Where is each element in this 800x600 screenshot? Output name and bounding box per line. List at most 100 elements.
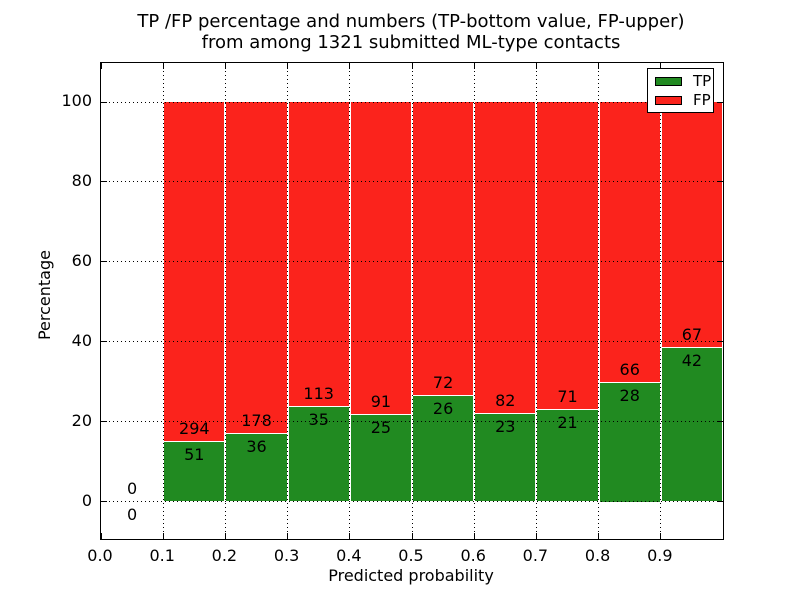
x-tick-mark [162, 63, 164, 69]
x-tick-label: 0.5 [398, 546, 424, 565]
legend: TP FP [647, 68, 714, 113]
x-tick-label: 0.8 [584, 546, 611, 565]
legend-row-tp: TP [655, 74, 711, 89]
gridline-vertical [349, 63, 351, 539]
tp-bar-segment [163, 442, 226, 502]
x-tick-mark [473, 533, 475, 539]
gridline-vertical [473, 63, 475, 539]
fp-bar-segment [598, 102, 661, 383]
tp-bar-segment [349, 415, 412, 502]
gridline-vertical [287, 63, 289, 539]
tp-bar-segment [536, 410, 599, 502]
fp-count-label: 66 [619, 359, 640, 379]
tp-count-label: 35 [308, 410, 329, 430]
x-tick-mark [162, 533, 164, 539]
x-tick-label: 0.2 [211, 546, 238, 565]
x-tick-mark [598, 63, 600, 69]
chart-title-line-1: TP /FP percentage and numbers (TP-bottom… [137, 11, 685, 32]
gridline-vertical [660, 63, 662, 539]
x-tick-mark [535, 533, 537, 539]
legend-swatch-tp [655, 77, 682, 86]
fp-count-label: 91 [370, 392, 392, 412]
y-tick-mark [101, 261, 107, 263]
x-tick-mark [411, 533, 413, 539]
fp-bar-segment [660, 102, 723, 348]
y-tick-mark [101, 181, 107, 183]
tp-bar-segment [660, 347, 723, 502]
fp-count-label: 0 [127, 478, 138, 498]
y-tick-mark [101, 101, 107, 103]
x-tick-mark [349, 533, 351, 539]
fp-count-label: 178 [241, 411, 272, 431]
x-tick-mark [411, 63, 413, 69]
y-tick-mark [717, 421, 723, 423]
tp-bar-segment [598, 382, 661, 502]
fp-bar-segment [349, 102, 412, 416]
legend-label-fp: FP [693, 91, 711, 109]
x-tick-label: 0.0 [87, 546, 113, 565]
y-tick-mark [717, 261, 723, 263]
x-axis-title: Predicted probability [328, 566, 494, 585]
gridline-vertical [411, 63, 413, 539]
x-tick-label: 0.3 [273, 546, 300, 565]
fp-count-label: 71 [557, 387, 578, 407]
x-tick-mark [349, 63, 351, 69]
y-tick-mark [101, 341, 107, 343]
tp-count-label: 51 [184, 445, 205, 465]
x-tick-mark [100, 533, 102, 539]
x-tick-mark [287, 533, 289, 539]
tp-bar-segment [225, 434, 288, 502]
x-tick-mark [224, 63, 226, 69]
tp-count-label: 42 [681, 350, 703, 370]
gridline-vertical [162, 63, 164, 539]
x-tick-mark [100, 63, 102, 69]
x-tick-label: 0.6 [460, 546, 486, 565]
tp-count-label: 0 [127, 504, 138, 524]
tp-bar-segment [474, 413, 537, 502]
fp-bar-segment [536, 102, 599, 411]
x-tick-label: 0.9 [647, 546, 673, 565]
x-tick-mark [473, 63, 475, 69]
tp-count-label: 25 [370, 418, 392, 438]
chart-title-line-2: from among 1321 submitted ML-type contac… [201, 32, 621, 53]
fp-count-label: 294 [179, 419, 210, 439]
fp-bar-segment [225, 102, 288, 435]
y-tick-label: 100 [61, 91, 92, 110]
fp-count-label: 113 [303, 384, 334, 404]
fp-count-label: 72 [432, 372, 454, 392]
x-tick-mark [224, 533, 226, 539]
fp-bar-segment [474, 102, 537, 414]
x-tick-label: 0.7 [522, 546, 549, 565]
legend-label-tp: TP [693, 72, 712, 90]
tp-count-label: 28 [619, 385, 640, 405]
y-tick-mark [101, 421, 107, 423]
fp-bar-segment [287, 102, 350, 408]
y-tick-label: 20 [71, 410, 92, 430]
y-tick-mark [101, 501, 107, 502]
chart-title: TP /FP percentage and numbers (TP-bottom… [100, 11, 722, 53]
y-axis-title: Percentage [35, 250, 54, 341]
y-tick-label: 60 [71, 250, 92, 270]
x-tick-mark [660, 63, 662, 69]
y-tick-mark [717, 501, 723, 502]
x-tick-mark [598, 533, 600, 539]
x-tick-label: 0.1 [149, 546, 175, 565]
legend-row-fp: FP [655, 93, 711, 108]
plot-area: TP FP 0 0 294 51 178 36 113 35 91 25 72 26 82 23 71 21 6… [100, 62, 724, 540]
tp-count-label: 26 [432, 398, 454, 418]
tp-count-label: 23 [495, 416, 516, 436]
y-tick-label: 80 [71, 170, 92, 190]
gridline-vertical [535, 63, 537, 539]
fp-count-label: 82 [495, 390, 516, 410]
x-tick-mark [287, 63, 289, 69]
fp-count-label: 67 [681, 324, 703, 344]
y-tick-mark [717, 341, 723, 343]
x-tick-mark [535, 63, 537, 69]
x-tick-mark [660, 533, 662, 539]
tp-count-label: 21 [557, 413, 578, 433]
y-tick-label: 40 [71, 330, 92, 350]
gridline-vertical [598, 63, 600, 539]
legend-swatch-fp [655, 96, 682, 105]
x-tick-label: 0.4 [336, 546, 362, 565]
